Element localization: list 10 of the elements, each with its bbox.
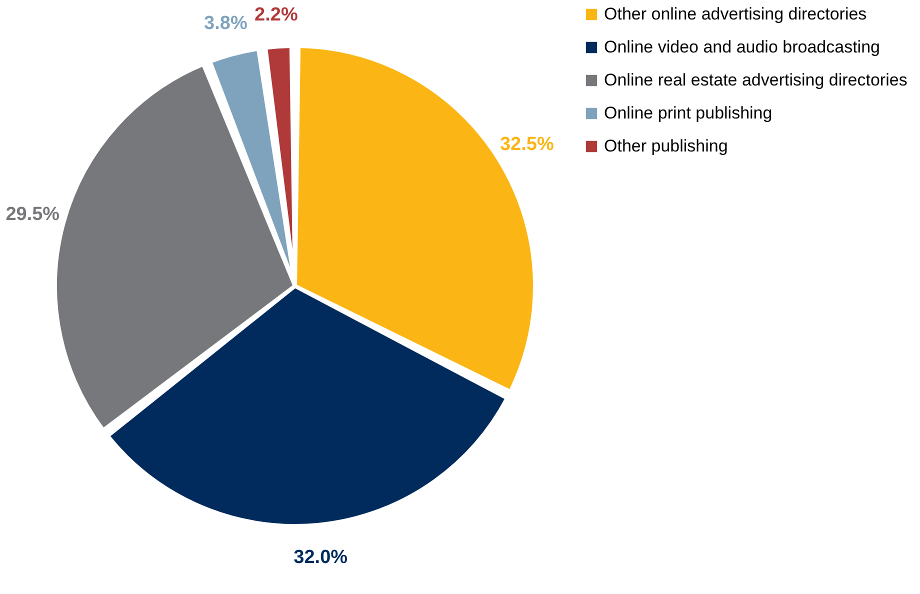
- data-label: 2.2%: [254, 4, 298, 26]
- legend-label: Online print publishing: [604, 104, 772, 122]
- legend-label: Online real estate advertising directories: [604, 70, 908, 90]
- data-label: 32.0%: [294, 546, 348, 568]
- legend-label: Other publishing: [604, 136, 728, 156]
- data-label: 29.5%: [6, 204, 60, 226]
- data-label: 3.8%: [204, 12, 248, 34]
- legend-label: Other online advertising directories: [604, 4, 867, 24]
- data-label: 32.5%: [500, 134, 554, 155]
- legend-label: Online video and audio broadcasting: [604, 38, 880, 56]
